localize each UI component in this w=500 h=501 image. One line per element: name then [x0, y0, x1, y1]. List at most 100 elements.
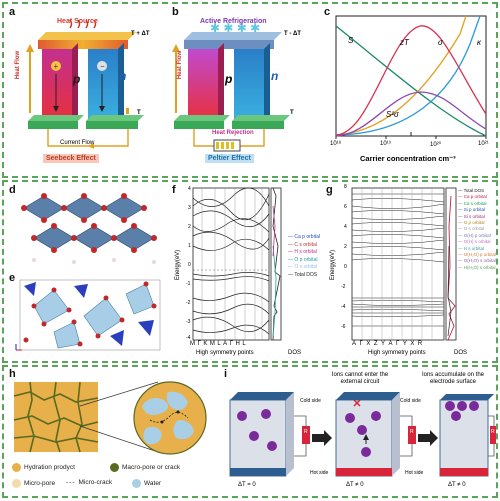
- seebeck-n-label: n: [119, 69, 127, 83]
- f-ytick-1: 3: [188, 205, 191, 211]
- g-ytick-6: -4: [341, 304, 346, 310]
- c-tick-2: 10²⁰: [430, 142, 442, 148]
- g-dos-label: DOS: [454, 350, 468, 356]
- panel-label-i: i: [224, 368, 228, 380]
- kpoint: M: [190, 341, 195, 347]
- cell-accumulation: [439, 394, 496, 477]
- f-ytick-8: -4: [186, 335, 191, 341]
- panel-label-e: e: [9, 272, 16, 284]
- g-ytick-5: -2: [341, 284, 346, 290]
- f-ytick-7: -3: [186, 319, 191, 325]
- kpoint: A: [388, 341, 393, 347]
- legend-item: — Ca p orbital: [288, 234, 320, 240]
- panel-label-d: d: [9, 184, 16, 196]
- panel-label-a: a: [9, 6, 16, 18]
- legend-item: — O(H) s orbital: [458, 239, 491, 245]
- seebeck-t-hot-label: T + ΔT: [131, 31, 150, 37]
- f-ytick-6: -2: [186, 300, 191, 306]
- panel-label-f: f: [172, 184, 176, 196]
- curve-label-sigma: σ: [438, 38, 443, 47]
- legend-item: — Ca s orbital: [458, 200, 487, 206]
- f-dos-label: DOS: [288, 350, 302, 356]
- crystal-structure-d: [21, 193, 157, 264]
- dt-label-1: ΔT = 0: [238, 482, 256, 488]
- legend-item: — O(H) p orbital: [458, 232, 491, 238]
- f-ylabel: Energy(eV): [175, 249, 182, 281]
- panel-label-h: h: [9, 368, 16, 380]
- g-ylabel: Energy(eV): [330, 249, 337, 281]
- kpoint: X: [410, 341, 415, 347]
- peltier-diagram: ✱ ✱ ✱ ✱: [172, 21, 290, 152]
- kpoint: Z: [373, 341, 378, 347]
- seebeck-current-flow-label: Current Flow: [60, 140, 95, 146]
- g-xlabel: High symmetry points: [368, 350, 426, 356]
- kpoint: X: [366, 341, 371, 347]
- cement-microstructure: [13, 381, 207, 455]
- c-tick-1: 10¹⁹: [380, 141, 392, 147]
- peltier-heat-flow-label: Heat Flow: [177, 50, 184, 80]
- svg-text:−: −: [100, 62, 105, 71]
- kpoint: K: [203, 341, 208, 347]
- kpoint: Y: [402, 341, 407, 347]
- svg-text:+: +: [54, 62, 59, 71]
- bottom-section-frame: [2, 365, 498, 498]
- snowflake-icon: ✱ ✱ ✱ ✱: [210, 21, 260, 35]
- g-ytick-4: 0: [344, 264, 347, 270]
- legend-item: — Total DOS: [288, 271, 318, 278]
- g-ytick-1: 6: [344, 204, 347, 210]
- seebeck-heat-sink-label: Heat Sink: [62, 131, 90, 137]
- legend-item: — H s orbital: [458, 245, 485, 251]
- kpoint: H: [235, 341, 240, 347]
- legend-item: — H s orbital: [288, 249, 317, 255]
- dt-label-2: ΔT ≠ 0: [346, 482, 364, 488]
- curve-label-pf: S²σ: [386, 110, 399, 119]
- band-structure-f: [192, 187, 282, 341]
- kpoint: Γ: [359, 341, 363, 347]
- dt-label-3: ΔT ≠ 0: [448, 482, 466, 488]
- kpoint: Γ: [396, 341, 400, 347]
- curve-label-zT: zT: [400, 38, 409, 47]
- legend-item: — O(H₂O) p orbital: [458, 252, 497, 258]
- peltier-t-label: T: [290, 110, 294, 116]
- p-leg: [188, 49, 218, 121]
- crystal-structure-e: [15, 279, 161, 351]
- peltier-n-label: n: [271, 69, 279, 83]
- g-ytick-3: 2: [344, 244, 347, 250]
- g-ytick-7: -6: [341, 324, 346, 330]
- peltier-active-label: Active Refrigeration: [200, 18, 267, 25]
- g-ytick-2: 4: [344, 224, 347, 230]
- f-ytick-3: 1: [188, 243, 191, 249]
- i-top-label-2: Ions accumulate on the electrode surface: [421, 372, 485, 385]
- legend-item: — O p orbital: [458, 220, 485, 226]
- n-leg: [234, 49, 264, 121]
- i-top-label-1: Ions cannot enter the external circuit: [331, 372, 389, 385]
- f-ytick-0: 4: [188, 186, 191, 192]
- band-structure-g: [351, 187, 457, 341]
- legend-item: — Si p orbital: [458, 207, 486, 213]
- legend-item: — Si s orbital: [458, 213, 485, 219]
- kpoint: Γ: [229, 341, 233, 347]
- f-xlabel: High symmetry points: [196, 350, 254, 356]
- legend-water: Water: [132, 479, 161, 488]
- legend-item: — Ca p orbital: [458, 194, 487, 200]
- f-legend: — Ca p orbital — C s orbital — H s orbit…: [288, 234, 320, 279]
- ion-migration-diagram: [229, 392, 496, 477]
- peltier-t-cold-label: T - ΔT: [284, 31, 301, 37]
- resistor-label-2: R: [410, 429, 414, 435]
- legend-item: — O s orbital: [458, 226, 485, 232]
- curve-label-S: S: [348, 36, 354, 45]
- seebeck-p-label: p: [73, 72, 81, 86]
- peltier-heat-rejection-label: Heat Rejection: [212, 130, 254, 136]
- legend-item: — O(H₂O) s orbital: [458, 258, 496, 264]
- legend-item: — Total DOS: [458, 188, 485, 193]
- seebeck-heat-flow-label: Heat Flow: [15, 50, 22, 80]
- curve-label-kappa: κ: [477, 38, 481, 47]
- carrier-concentration-plot: [335, 15, 487, 139]
- seebeck-heat-source-label: Heat Source: [57, 18, 98, 25]
- kpoint: R: [417, 341, 423, 347]
- c-tick-3: 10²¹: [478, 141, 489, 147]
- i-hot-side-1: Hot side: [310, 470, 329, 476]
- kpoint: L: [242, 341, 246, 347]
